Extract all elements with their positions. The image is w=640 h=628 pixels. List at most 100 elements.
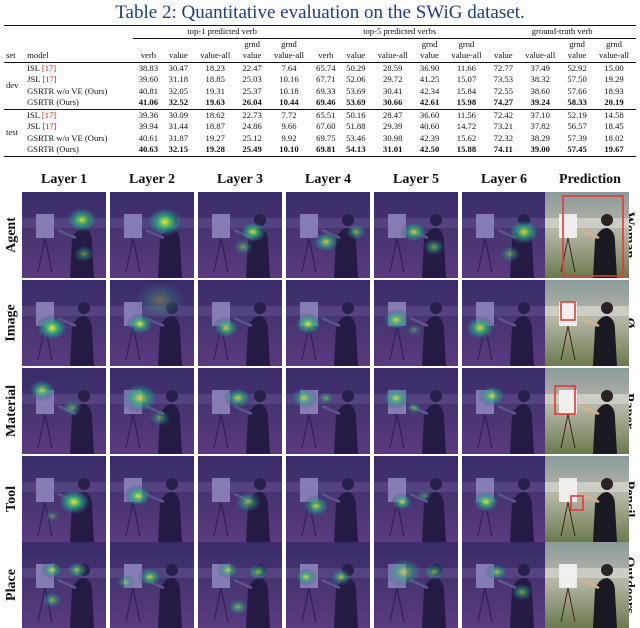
table-cell: 37.10: [530, 109, 550, 120]
table-cell: 19.63: [205, 97, 225, 107]
group-gt: ground-truth verb: [488, 25, 636, 39]
table-cell: 50.16: [346, 109, 366, 120]
table-cell: 74.11: [493, 144, 513, 154]
table-cell: 10.10: [279, 144, 299, 154]
col-set: set: [6, 50, 16, 60]
table-cell: 38.60: [530, 85, 550, 96]
table-cell: 31.18: [168, 74, 189, 84]
table-cell: 67.60: [316, 121, 336, 131]
table-cell: 10.16: [279, 74, 299, 84]
table-cell: 40.60: [419, 121, 440, 131]
col-header: value: [169, 50, 188, 60]
attention-map: [22, 192, 106, 278]
table-cell: 25.49: [242, 144, 262, 154]
table-cell: 25.03: [242, 74, 262, 84]
attention-map: [462, 368, 546, 454]
table-cell: 52.19: [567, 109, 587, 120]
col-header: value-all: [451, 50, 482, 60]
table-cell: 42.34: [419, 85, 440, 96]
table-cell: 18.62: [205, 109, 225, 120]
table-cell: 25.12: [242, 132, 262, 143]
model-name: JSL [17]: [27, 121, 57, 131]
citation-link[interactable]: [17]: [42, 74, 57, 84]
table-cell: 40.61: [138, 132, 159, 143]
table-row: GSRTR w/o VE (Ours) 40.61 31.87 19.27 25.12 9…: [4, 133, 636, 145]
attention-map: [198, 280, 282, 366]
table-row: GSRTR w/o VE (Ours) 40.81 32.05 19.31 25.37 1…: [4, 86, 636, 98]
set-name: test: [6, 126, 18, 137]
table-cell: 40.81: [138, 85, 159, 96]
citation-link[interactable]: [17]: [41, 62, 57, 73]
table-cell: 53.46: [346, 132, 366, 143]
attention-map: [374, 368, 458, 454]
table-cell: 11.56: [456, 109, 476, 120]
table-cell: 52.92: [567, 62, 587, 73]
table-cell: 52.06: [346, 74, 366, 84]
table-cell: 15.62: [456, 132, 477, 143]
table-cell: 32.05: [168, 85, 189, 96]
table-cell: 39.00: [530, 144, 550, 154]
table-cell: 30.47: [168, 62, 189, 73]
table-cell: 10.44: [279, 97, 299, 107]
column-header: Layer 1: [40, 172, 87, 187]
attention-map: [462, 542, 546, 628]
attention-map: [286, 280, 370, 366]
table-cell: 39.60: [138, 74, 159, 84]
bounding-box: [554, 385, 576, 415]
set-name: dev: [6, 79, 19, 90]
model-name: ISL [17]: [27, 62, 57, 73]
attention-map: [462, 456, 546, 542]
row-label: Place: [4, 569, 19, 601]
grnd-label: grnd: [244, 38, 260, 49]
table-cell: 36.60: [419, 109, 440, 120]
column-header: Layer 6: [480, 172, 527, 187]
col-header: value-all: [599, 50, 630, 60]
table-cell: 19.31: [205, 85, 225, 96]
model-name: GSRTR w/o VE (Ours): [27, 85, 108, 96]
table-cell: 40.63: [138, 144, 159, 154]
table-cell: 65.51: [316, 109, 336, 120]
table-cell: 39.24: [530, 97, 550, 107]
table-cell: 38.29: [530, 132, 550, 143]
column-header: Layer 4: [304, 172, 351, 187]
citation-link[interactable]: [17]: [41, 109, 57, 120]
col-header: value-all: [377, 50, 408, 60]
table-cell: 32.15: [168, 144, 189, 154]
attention-map: [462, 192, 546, 278]
attention-map: [198, 192, 282, 278]
table-cell: 57.39: [567, 132, 587, 143]
table-cell: 65.74: [316, 62, 336, 73]
table-cell: 10.18: [279, 85, 299, 96]
attention-map: [110, 368, 194, 454]
table-cell: 72.55: [493, 85, 513, 96]
row-label: Material: [4, 384, 19, 438]
attention-map: [22, 456, 106, 542]
table-cell: 18.85: [205, 74, 225, 84]
table-cell: 22.47: [242, 62, 262, 73]
header-empty-set: [4, 26, 25, 39]
col-header: value-all: [525, 50, 556, 60]
table-cell: 25.37: [242, 85, 262, 96]
prediction-image: [545, 542, 629, 628]
attention-map: [198, 542, 282, 628]
model-name: GSRTR (Ours): [27, 97, 79, 107]
attention-map: [286, 542, 370, 628]
table-cell: 58.33: [567, 97, 587, 107]
table-cell: 39.36: [138, 109, 159, 120]
table-row: JSL [17] 39.94 31.44 18.87 24.86 9.66 67.60 51.…: [4, 121, 636, 133]
citation-link[interactable]: [17]: [42, 121, 57, 131]
table-cell: 30.09: [168, 109, 189, 120]
attention-map: [22, 280, 106, 366]
table-cell: 14.58: [604, 109, 624, 120]
table-caption: Table 2: Quantitative evaluation on the …: [115, 2, 525, 23]
table-cell: 42.39: [419, 132, 440, 143]
attention-map: [374, 280, 458, 366]
table-cell: 67.71: [316, 74, 336, 84]
table-row: dev ISL [17] 38.83 30.47 18.23 22.47 7.64 65.74…: [4, 62, 636, 90]
table-cell: 15.07: [456, 74, 477, 84]
table-cell: 56.57: [567, 121, 587, 131]
table-cell: 31.01: [383, 144, 403, 154]
table-cell: 7.72: [281, 109, 297, 120]
table-cell: 18.23: [205, 62, 225, 73]
table-cell: 42.61: [419, 97, 440, 107]
